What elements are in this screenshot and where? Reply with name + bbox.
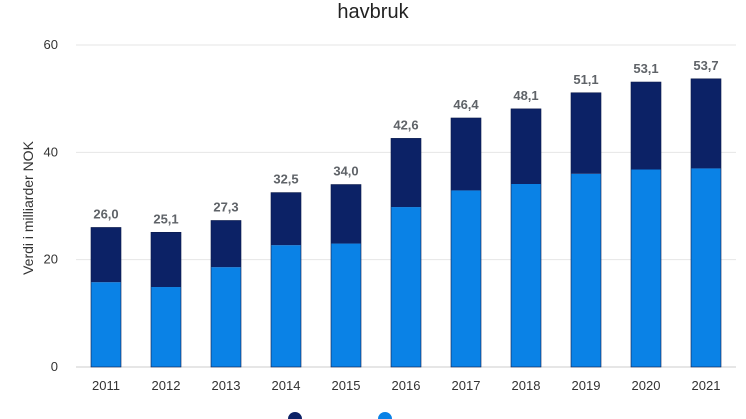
x-tick-label: 2013 [212,378,241,393]
y-tick-label: 20 [44,252,58,267]
total-value-label: 51,1 [573,72,598,87]
y-tick-label: 60 [44,37,58,52]
bar-segment-1 [271,245,301,367]
bar-outline [570,92,602,368]
bar-segment-2 [451,117,481,191]
bar-outline [270,192,302,368]
y-axis-label: Verdi i milliarder NOK [20,140,36,274]
total-value-label: 25,1 [153,211,178,226]
bar-outline [510,108,542,368]
bar-segment-1 [331,243,361,367]
bar-segment-2 [391,138,421,208]
bar-segment-2 [91,227,121,283]
bar-segment-2 [631,82,661,170]
bar-segment-2 [151,232,181,288]
x-tick-label: 2021 [692,378,721,393]
total-value-label: 32,5 [273,172,298,187]
bar-outline [390,138,422,368]
y-tick-label: 40 [44,144,58,159]
total-value-label: 46,4 [453,97,479,112]
bar-segment-2 [571,92,601,174]
total-value-label: 48,1 [513,88,538,103]
y-axis-ticks: 0 20 40 60 [44,37,58,374]
legend [288,412,392,419]
legend-swatch-series-2 [378,412,392,419]
total-labels: 26,0 25,1 27,3 32,5 34,0 42,6 46,4 48,1 51,1 53,1… [93,58,718,226]
total-value-label: 42,6 [393,117,418,132]
bar-segment-2 [691,78,721,169]
bar-segment-1 [211,267,241,367]
bar-segment-2 [271,192,301,246]
bar-segment-2 [211,220,241,268]
bar-segment-2 [511,108,541,184]
bar-segment-1 [151,287,181,367]
total-value-label: 53,1 [633,61,658,76]
x-tick-label: 2014 [272,378,301,393]
x-tick-label: 2012 [152,378,181,393]
bar-segment-1 [391,207,421,367]
x-tick-label: 2019 [572,378,601,393]
x-tick-label: 2017 [452,378,481,393]
bar-outline [630,81,662,368]
x-tick-label: 2018 [512,378,541,393]
total-value-label: 53,7 [693,58,718,73]
bar-outline [210,220,242,368]
bar-segment-2 [331,184,361,244]
bar-segment-1 [571,173,601,367]
bar-segment-1 [511,183,541,367]
x-tick-label: 2020 [632,378,661,393]
total-value-label: 34,0 [333,164,358,179]
bar-outline [150,231,182,368]
x-axis-ticks: 2011 2012 2013 2014 2015 2016 2017 2018 2019 2020… [92,378,720,393]
bars [90,78,722,368]
total-value-label: 27,3 [213,199,238,214]
legend-swatch-series-1 [288,412,302,419]
bar-outline [690,78,722,368]
bar-segment-1 [691,168,721,367]
x-tick-label: 2016 [392,378,421,393]
bar-segment-1 [631,169,661,367]
x-tick-label: 2011 [92,378,120,393]
bar-outline [330,184,362,368]
bar-outline [450,117,482,368]
y-tick-label: 0 [51,359,58,374]
x-tick-label: 2015 [332,378,361,393]
bar-segment-1 [451,190,481,367]
bar-segment-1 [91,282,121,367]
bar-outline [90,227,122,368]
chart-title: havbruk [337,1,409,23]
total-value-label: 26,0 [93,206,118,221]
